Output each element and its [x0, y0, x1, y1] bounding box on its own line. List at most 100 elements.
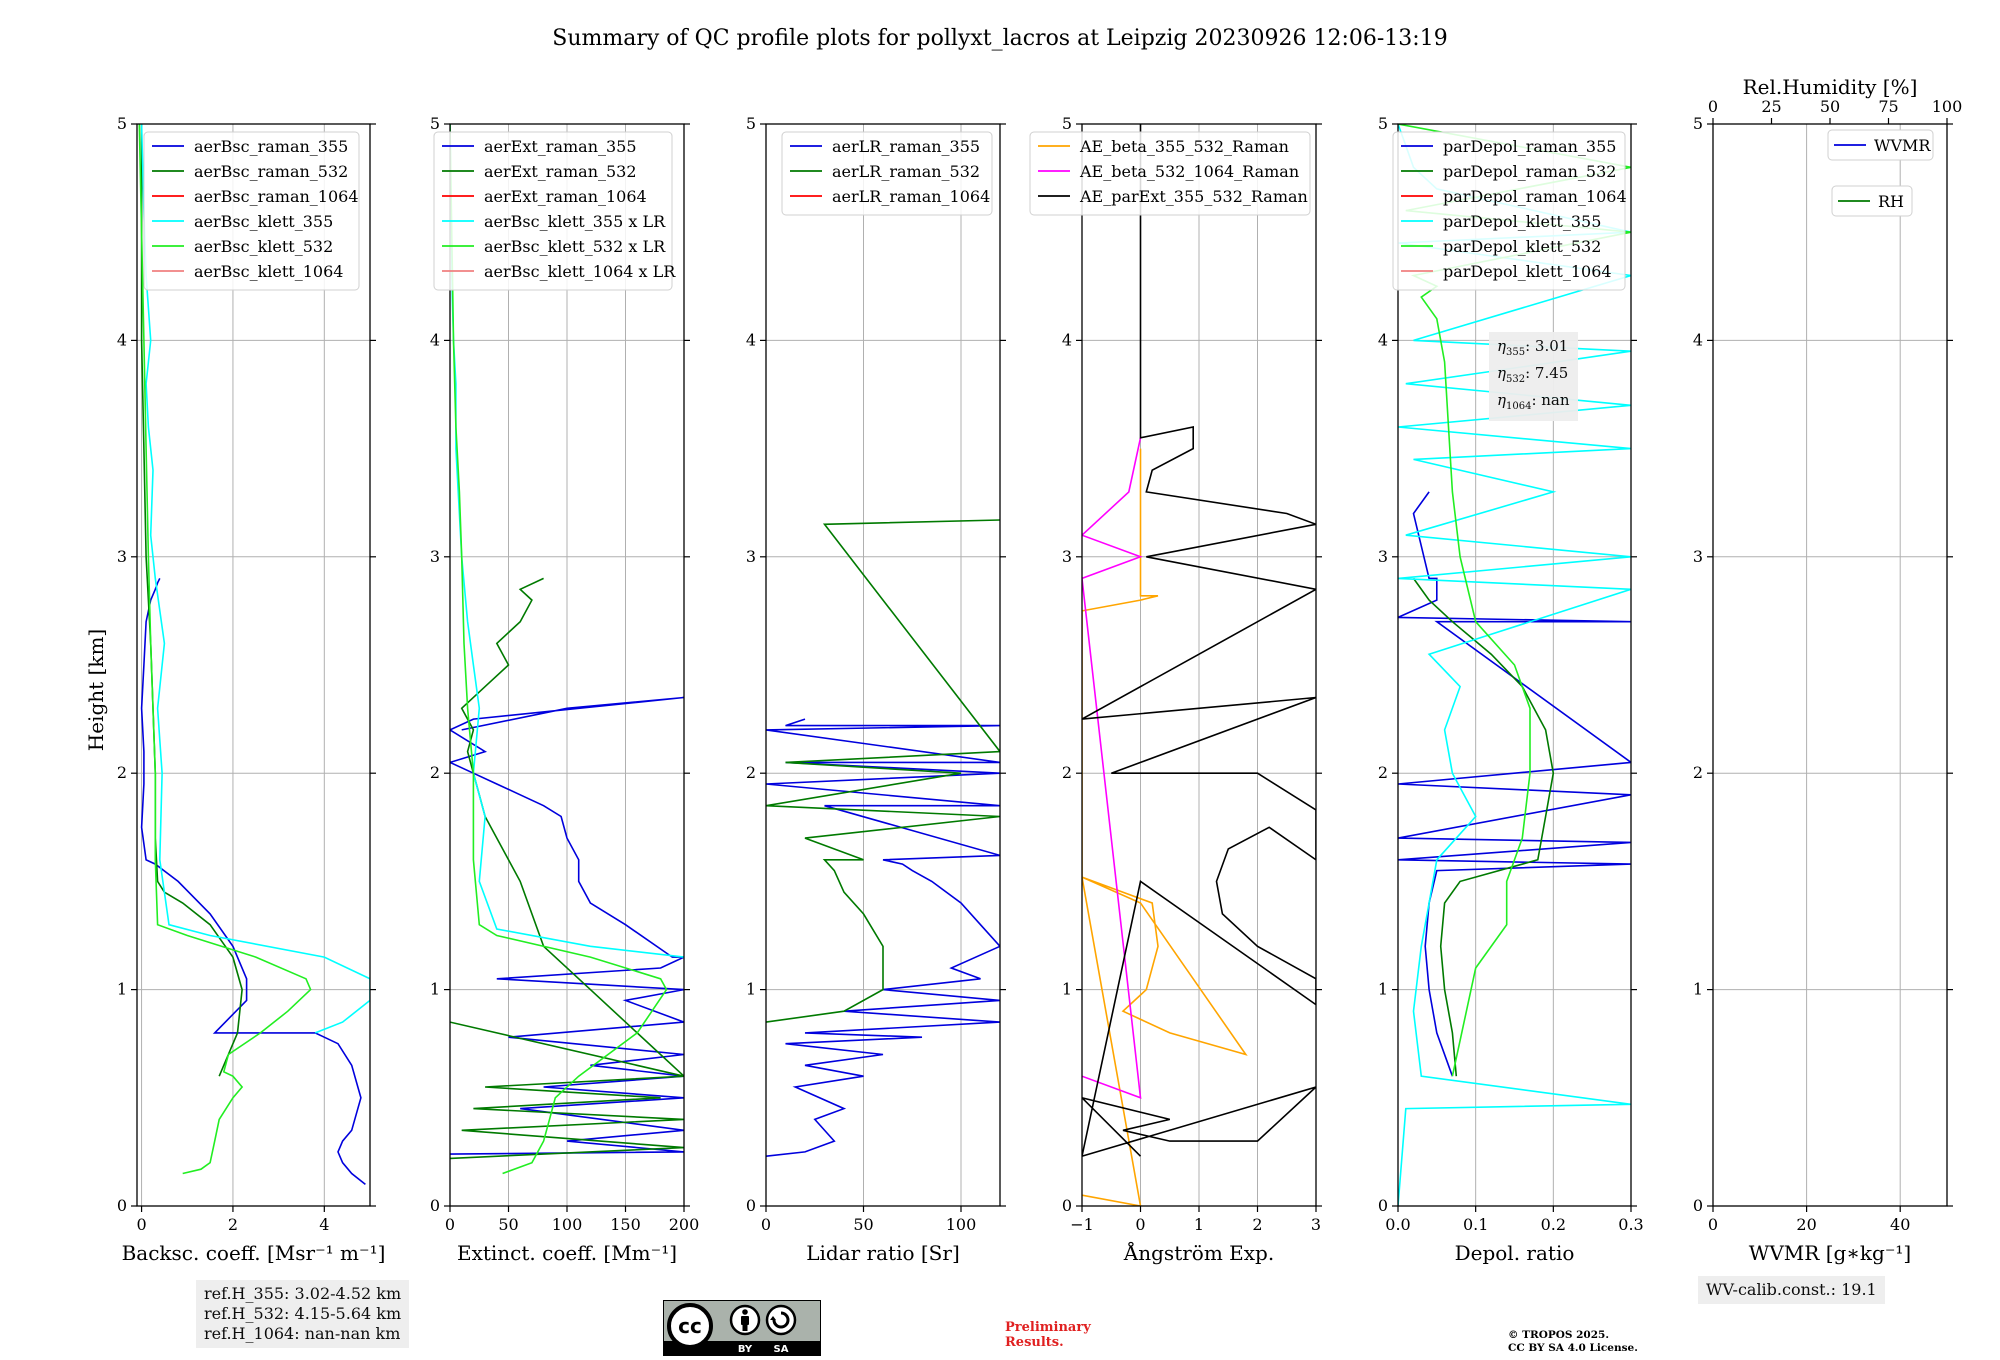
eta-532: η532: 7.45 — [1497, 364, 1569, 385]
license-line: CC BY SA 4.0 License. — [1508, 1342, 1638, 1354]
copyright-line: © TROPOS 2025. — [1508, 1329, 1610, 1341]
x-tick-label: 0 — [445, 1215, 455, 1234]
legend-entry: aerExt_raman_355 — [484, 137, 637, 156]
cc-text: cc — [678, 1314, 702, 1338]
y-tick-label: 2 — [1378, 763, 1388, 782]
y-tick-label: 1 — [746, 980, 756, 999]
x-tick-label: 100 — [946, 1215, 977, 1234]
legend: aerExt_raman_355 aerExt_raman_532 aerExt_r… — [433, 131, 676, 291]
axes-frame — [765, 123, 1001, 1207]
series-line-aerbsc-raman-355 — [140, 578, 366, 1186]
legend-entry: aerBsc_raman_355 — [194, 137, 348, 156]
legend-entry: aerBsc_klett_532 — [194, 237, 333, 256]
y-tick-label: 1 — [117, 980, 127, 999]
legend-box — [1029, 131, 1311, 216]
legend-entry: AE_beta_532_1064_Raman — [1079, 162, 1299, 181]
series-line-aerext-raman-532 — [450, 577, 684, 1160]
series-line-pardepol-raman-532 — [1412, 577, 1555, 1077]
y-tick-label: 4 — [746, 330, 756, 349]
top-x-tick-label: 75 — [1878, 97, 1898, 116]
legend-entry: aerLR_raman_532 — [832, 162, 980, 181]
y-tick-label: 3 — [117, 547, 127, 566]
x-tick-label: 3 — [1311, 1215, 1321, 1234]
legend-entry: parDepol_raman_532 — [1443, 162, 1616, 181]
eta-355: η355: 3.01 — [1497, 337, 1569, 358]
legend-entry: aerExt_raman_532 — [484, 162, 637, 181]
panel-5: 0.0 0.1 0.2 0.3 0 1 2 3 4 5 Depol. ratio parDepol_r… — [1378, 114, 1644, 1265]
x-tick-label: 1 — [1194, 1215, 1204, 1234]
x-tick-label: 40 — [1890, 1215, 1910, 1234]
series-line-ae-beta-355-532-raman — [1082, 448, 1248, 1206]
legend-entry: parDepol_klett_1064 — [1443, 262, 1612, 281]
sa-label: SA — [774, 1344, 789, 1355]
y-tick-label: 3 — [1693, 547, 1703, 566]
wv-calib-text: WV-calib.const.: 19.1 — [1706, 1280, 1877, 1299]
legend-entry: aerBsc_klett_1064 — [194, 262, 343, 281]
legend-entry: aerExt_raman_1064 — [484, 187, 647, 206]
legend-entry: parDepol_klett_532 — [1443, 237, 1601, 256]
x-axis-label: Backsc. coeff. [Msr⁻¹ m⁻¹] — [122, 1241, 386, 1265]
y-tick-label: 4 — [1062, 330, 1072, 349]
legend-entry: aerBsc_klett_532 x LR — [484, 237, 666, 256]
legend-entry: aerLR_raman_355 — [832, 137, 980, 156]
legend: aerLR_raman_355 aerLR_raman_532 aerLR_rama… — [781, 131, 993, 216]
legend-rh: RH — [1831, 185, 1913, 217]
legend-entry: parDepol_raman_355 — [1443, 137, 1616, 156]
top-x-tick-label: 50 — [1820, 97, 1840, 116]
x-axis-label: Ångström Exp. — [1123, 1240, 1274, 1265]
y-tick-label: 0 — [117, 1196, 127, 1215]
y-tick-label: 5 — [430, 114, 440, 133]
legend-entry: aerBsc_raman_1064 — [194, 187, 359, 206]
axes-frame — [1397, 123, 1632, 1207]
cc-by-sa-license-badge: cc BY SA — [663, 1300, 821, 1356]
x-tick-label: 0.3 — [1618, 1215, 1643, 1234]
legend-box — [433, 131, 673, 291]
panel-2: 0 50 100 150 200 0 1 2 3 4 5 Extinct. coeff. [Mm⁻¹]… — [430, 114, 699, 1265]
y-axis-label: Height [km] — [84, 629, 108, 751]
x-tick-label: 50 — [853, 1215, 873, 1234]
series-line-aerbsc-klett-355 — [140, 124, 370, 1034]
series-line-ae-beta-532-1064-raman — [1082, 437, 1143, 1099]
y-tick-label: 0 — [1693, 1196, 1703, 1215]
x-tick-label: 0 — [761, 1215, 771, 1234]
series-line-ae-parext-355-532-raman — [1082, 124, 1316, 1158]
axes-frame — [1712, 123, 1948, 1207]
y-tick-label: 1 — [430, 980, 440, 999]
x-axis-label: WVMR [g∗kg⁻¹] — [1749, 1241, 1911, 1265]
legend-entry: aerLR_raman_1064 — [832, 187, 990, 206]
series-line-aerlr-raman-532 — [766, 519, 1000, 1023]
x-tick-label: 0.0 — [1385, 1215, 1410, 1234]
x-tick-label: 0.1 — [1463, 1215, 1488, 1234]
y-tick-label: 3 — [746, 547, 756, 566]
series-line-aerext-raman-355 — [450, 696, 684, 1155]
legend-entry: parDepol_raman_1064 — [1443, 187, 1627, 206]
legend-entry: AE_parExt_355_532_Raman — [1079, 187, 1308, 206]
legend-box — [143, 131, 360, 291]
y-tick-label: 4 — [117, 330, 127, 349]
x-tick-label: 150 — [610, 1215, 641, 1234]
y-tick-label: 5 — [117, 114, 127, 133]
legend-entry: aerBsc_raman_532 — [194, 162, 348, 181]
legend-entry: aerBsc_klett_1064 x LR — [484, 262, 676, 281]
x-tick-label: 0.2 — [1541, 1215, 1566, 1234]
y-tick-label: 2 — [746, 763, 756, 782]
y-tick-label: 2 — [117, 763, 127, 782]
top-x-axis-label: Rel.Humidity [%] — [1743, 75, 1918, 99]
ref-height-1064: ref.H_1064: nan-nan km — [204, 1324, 401, 1343]
series-line-aerbsc-klett-532 — [138, 124, 312, 1175]
y-tick-label: 3 — [1062, 547, 1072, 566]
y-tick-label: 0 — [746, 1196, 756, 1215]
legend: AE_beta_355_532_Raman AE_beta_532_1064_Ra… — [1029, 131, 1311, 216]
legend: parDepol_raman_355 parDepol_raman_532 parD… — [1392, 131, 1627, 291]
y-tick-label: 3 — [430, 547, 440, 566]
y-tick-label: 0 — [430, 1196, 440, 1215]
y-tick-label: 4 — [430, 330, 440, 349]
top-x-tick-label: 0 — [1708, 97, 1718, 116]
y-tick-label: 0 — [1378, 1196, 1388, 1215]
y-tick-label: 5 — [1062, 114, 1072, 133]
x-tick-label: 4 — [319, 1215, 329, 1234]
legend-entry: AE_beta_355_532_Raman — [1079, 137, 1289, 156]
y-tick-label: 1 — [1693, 980, 1703, 999]
x-tick-label: 0 — [1135, 1215, 1145, 1234]
